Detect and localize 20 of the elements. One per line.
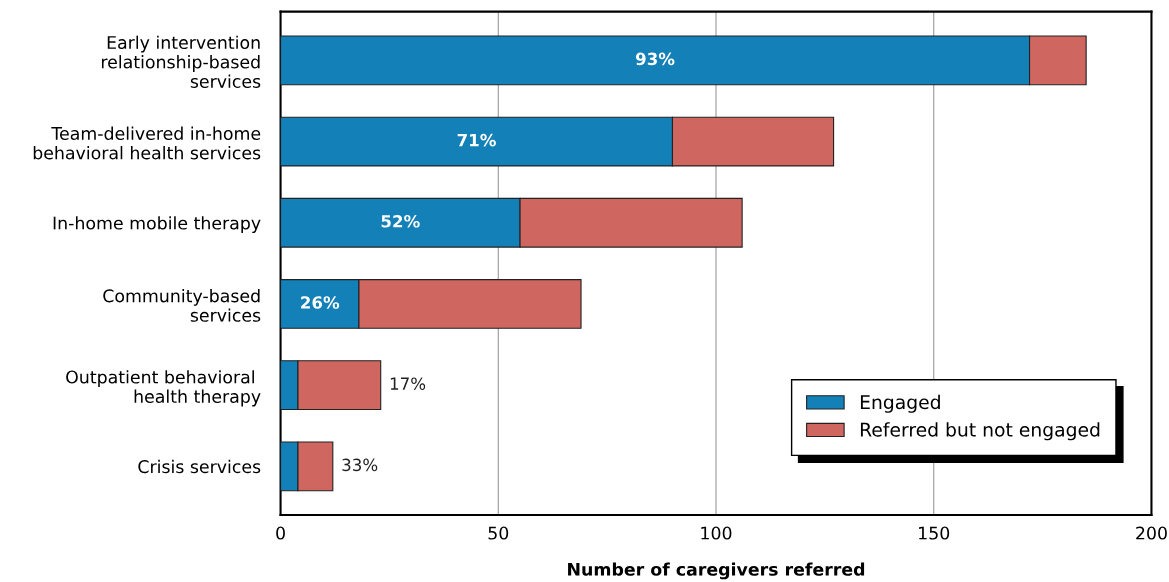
y-tick-label: Community-based services <box>103 288 261 322</box>
annotation: 33% <box>342 458 378 472</box>
legend-label: Engaged <box>860 394 940 413</box>
x-tick-label: 0 <box>276 526 285 540</box>
x-tick-label: 200 <box>1136 526 1167 540</box>
annotation: 93% <box>635 52 675 66</box>
annotation: 17% <box>390 377 426 390</box>
x-tick-label: 50 <box>488 526 509 540</box>
y-tick-label: In-home mobile therapy <box>53 216 261 233</box>
y-tick-label: Outpatient behavioral health therapy <box>66 370 261 407</box>
x-tick-label: 100 <box>701 526 732 540</box>
y-tick-label: Early intervention relationship-based services <box>101 35 261 88</box>
y-tick-label: Crisis services <box>138 459 261 474</box>
annotation: 71% <box>457 133 496 147</box>
annotation: 26% <box>301 296 340 309</box>
legend-label: Referred but not engaged <box>860 422 1100 441</box>
x-axis-title: Number of caregivers referred <box>568 562 865 580</box>
x-tick-label: 150 <box>919 526 950 540</box>
annotation: 52% <box>381 214 420 228</box>
y-tick-label: Team-delivered in-home behavioral health services <box>33 126 261 160</box>
